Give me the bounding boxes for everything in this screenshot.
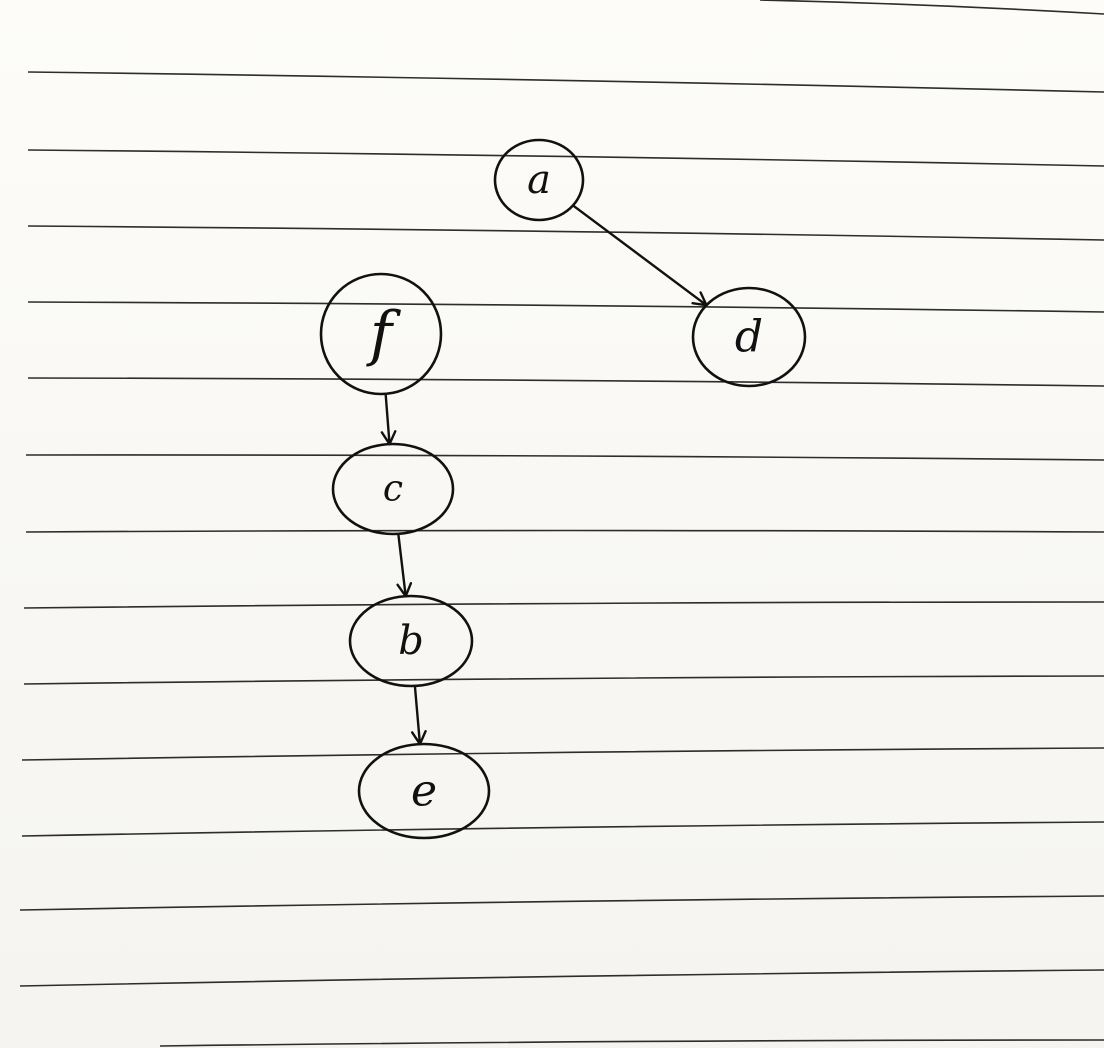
edge-b-e: [410, 684, 427, 746]
node-label: f: [366, 299, 402, 369]
node-circle: [691, 286, 807, 388]
node-e: e: [357, 742, 491, 840]
ruled-line: [27, 149, 1104, 167]
edge-c-b: [396, 532, 413, 598]
ruled-line: [19, 969, 1104, 987]
edge-line: [397, 532, 407, 598]
node-circle: [348, 594, 474, 688]
ruled-line: [23, 675, 1104, 685]
node-b: b: [348, 594, 474, 688]
edge-line: [384, 392, 391, 446]
node-c: c: [331, 442, 455, 536]
node-label: b: [398, 618, 424, 664]
ruled-line: [759, 0, 1104, 15]
ruled-line: [27, 377, 1104, 387]
edge-f-c: [380, 392, 397, 446]
node-f: f: [319, 272, 443, 396]
node-label: a: [527, 157, 551, 203]
node-circle: [493, 138, 585, 222]
edge-line: [413, 684, 422, 746]
ruled-line: [27, 71, 1104, 93]
node-circle: [331, 442, 455, 536]
graph-edges: [380, 204, 708, 746]
ruled-line: [27, 301, 1104, 313]
ruled-line: [25, 454, 1104, 461]
ruled-line: [27, 225, 1104, 241]
node-a: a: [493, 138, 585, 222]
node-label: c: [383, 469, 403, 510]
edge-a-d: [571, 204, 708, 307]
ruled-line: [23, 601, 1104, 609]
node-d: d: [691, 286, 807, 388]
ruled-line: [21, 747, 1104, 761]
ruled-line: [19, 895, 1104, 911]
node-circle: [319, 272, 443, 396]
edge-line: [571, 204, 708, 307]
ruled-line: [21, 821, 1104, 837]
node-circle: [357, 742, 491, 840]
node-label: d: [735, 312, 763, 363]
ruled-line: [159, 1039, 1104, 1047]
graph-nodes: a d f c b e: [319, 138, 807, 840]
node-label: e: [411, 766, 437, 817]
ruled-lines: [19, 0, 1104, 1047]
ruled-line: [25, 529, 1104, 533]
